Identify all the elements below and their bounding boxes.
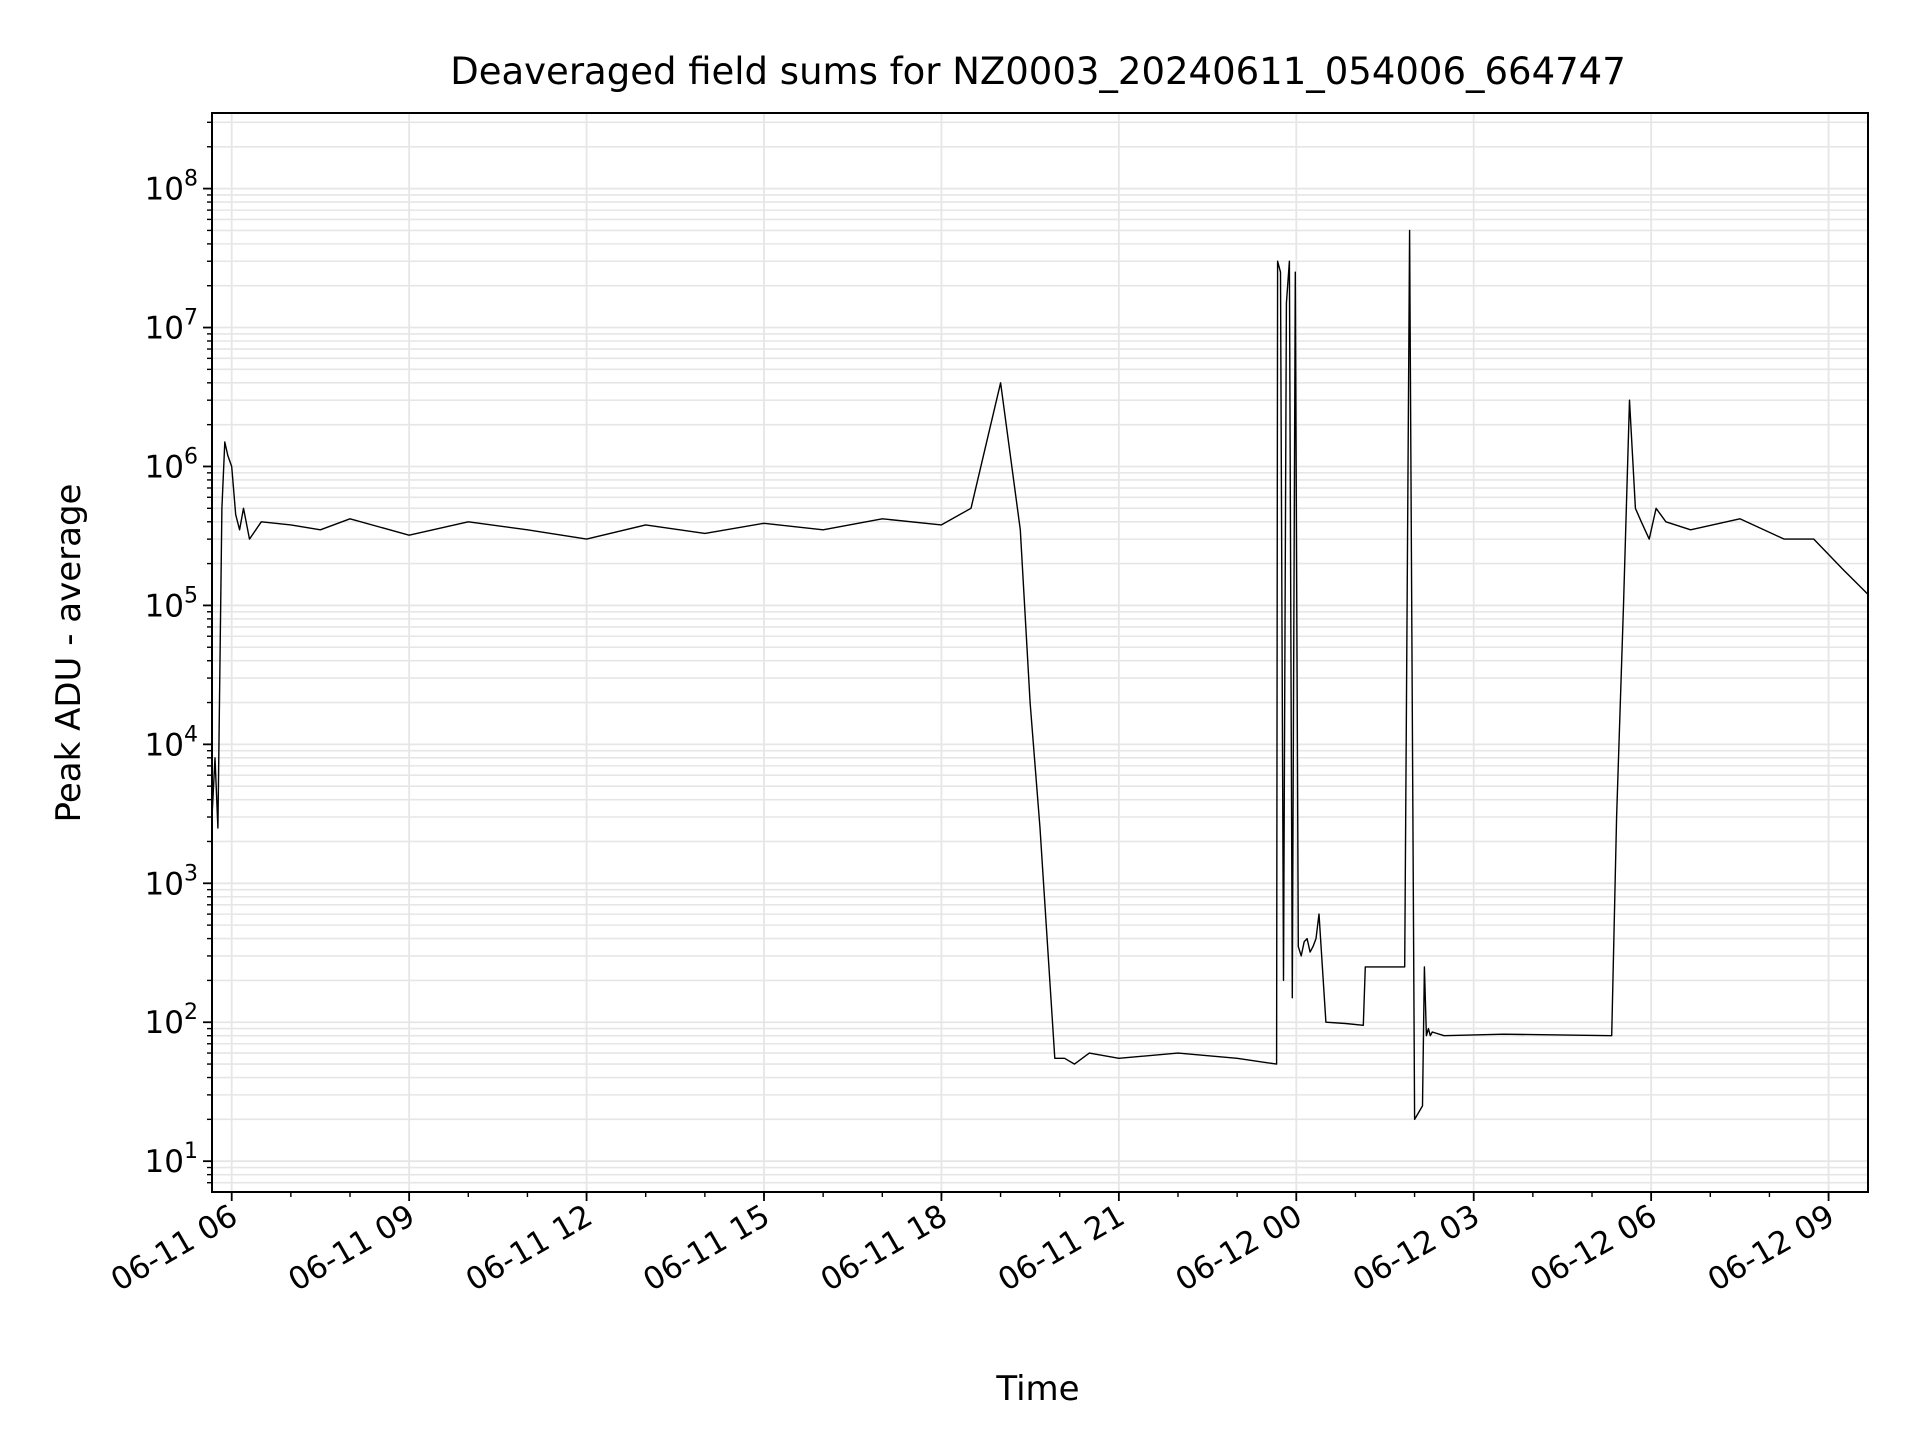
y-tick-label: 105 [145,583,198,624]
plot-frame [211,112,1869,1193]
series-layer [212,229,1868,1121]
chart-title: Deaveraged field sums for NZ0003_2024061… [450,50,1626,93]
y-tick-label: 106 [145,444,198,485]
y-tick-label: 101 [145,1139,198,1180]
y-tick-label: 102 [145,1000,198,1041]
y-tick-label: 104 [145,722,198,763]
series-line-0 [212,229,1868,1121]
y-tick-label: 108 [145,167,198,208]
y-tick-label: 107 [145,306,198,347]
y-axis-label: Peak ADU - average [49,484,89,823]
y-tick-label: 103 [145,861,198,902]
grid-layer [212,113,1868,1192]
x-axis-label: Time [995,1369,1079,1409]
